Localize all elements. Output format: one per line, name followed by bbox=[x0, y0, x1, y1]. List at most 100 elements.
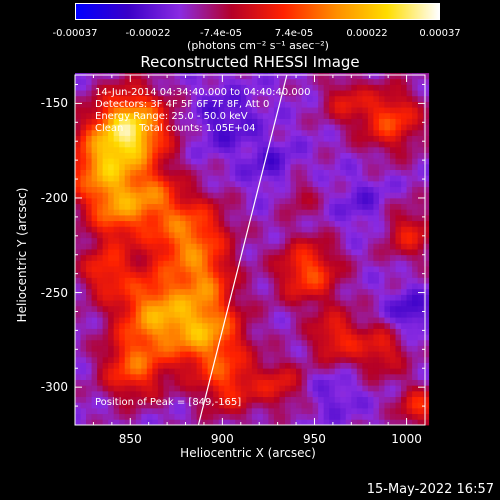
heatmap-cell bbox=[307, 322, 314, 329]
heatmap-cell bbox=[119, 407, 126, 415]
heatmap-cell bbox=[312, 124, 319, 131]
heatmap-cell bbox=[345, 175, 352, 182]
heatmap-cell bbox=[356, 73, 363, 80]
heatmap-cell bbox=[423, 419, 430, 426]
heatmap-cell bbox=[86, 232, 92, 239]
heatmap-cell bbox=[124, 243, 131, 250]
heatmap-cell bbox=[406, 186, 413, 193]
heatmap-cell bbox=[378, 141, 385, 148]
heatmap-cell bbox=[218, 226, 225, 233]
heatmap-cell bbox=[168, 141, 175, 148]
heatmap-cell bbox=[246, 146, 253, 153]
heatmap-cell bbox=[102, 90, 109, 97]
heatmap-cell bbox=[279, 186, 286, 193]
heatmap-cell bbox=[108, 311, 115, 318]
heatmap-cell bbox=[423, 95, 430, 102]
heatmap-cell bbox=[323, 368, 330, 375]
heatmap-cell bbox=[285, 271, 291, 278]
heatmap-cell bbox=[362, 220, 369, 227]
heatmap-cell bbox=[146, 390, 153, 398]
heatmap-cell bbox=[390, 215, 396, 222]
heatmap-cell bbox=[312, 266, 319, 273]
heatmap-cell bbox=[246, 260, 253, 267]
heatmap-cell bbox=[307, 101, 314, 108]
heatmap-cell bbox=[307, 351, 314, 358]
heatmap-cell bbox=[86, 283, 92, 290]
heatmap-cell bbox=[351, 124, 358, 131]
heatmap-cell bbox=[130, 351, 137, 358]
heatmap-cell bbox=[108, 379, 115, 386]
heatmap-cell bbox=[296, 90, 302, 97]
heatmap-cell bbox=[262, 163, 269, 170]
heatmap-cell bbox=[362, 129, 369, 136]
heatmap-cell bbox=[240, 95, 247, 102]
heatmap-cell bbox=[329, 356, 336, 363]
heatmap-cell bbox=[130, 260, 137, 267]
heatmap-cell bbox=[80, 300, 87, 307]
heatmap-cell bbox=[356, 385, 363, 392]
heatmap-cell bbox=[401, 328, 407, 335]
heatmap-cell bbox=[323, 390, 330, 398]
heatmap-cell bbox=[290, 351, 297, 358]
heatmap-cell bbox=[417, 73, 424, 80]
heatmap-cell bbox=[229, 152, 236, 159]
heatmap-cell bbox=[301, 203, 308, 210]
heatmap-cell bbox=[113, 197, 120, 205]
heatmap-cell bbox=[356, 390, 363, 398]
heatmap-cell bbox=[80, 163, 87, 170]
heatmap-cell bbox=[268, 186, 275, 193]
heatmap-cell bbox=[97, 379, 104, 386]
heatmap-cell bbox=[417, 152, 424, 159]
heatmap-cell bbox=[395, 78, 402, 85]
heatmap-cell bbox=[334, 197, 341, 205]
heatmap-cell bbox=[412, 129, 419, 136]
heatmap-cell bbox=[262, 288, 269, 295]
heatmap-cell bbox=[168, 271, 175, 278]
heatmap-cell bbox=[163, 84, 170, 91]
heatmap-cell bbox=[102, 362, 109, 369]
heatmap-cell bbox=[285, 260, 291, 267]
heatmap-cell bbox=[290, 186, 297, 193]
heatmap-cell bbox=[191, 317, 197, 324]
heatmap-cell bbox=[262, 266, 269, 273]
heatmap-cell bbox=[86, 175, 92, 182]
heatmap-cell bbox=[384, 226, 391, 233]
heatmap-cell bbox=[163, 180, 170, 188]
heatmap-cell bbox=[401, 283, 407, 290]
heatmap-cell bbox=[202, 271, 209, 278]
heatmap-cell bbox=[401, 385, 407, 392]
heatmap-cell bbox=[312, 186, 319, 193]
heatmap-cell bbox=[301, 197, 308, 205]
heatmap-cell bbox=[307, 402, 314, 409]
heatmap-cell bbox=[340, 129, 347, 136]
heatmap-cell bbox=[412, 203, 419, 210]
heatmap-cell bbox=[323, 197, 330, 205]
heatmap-cell bbox=[207, 175, 214, 182]
heatmap-cell bbox=[108, 402, 115, 409]
heatmap-cell bbox=[86, 209, 92, 216]
heatmap-cell bbox=[180, 368, 186, 375]
heatmap-cell bbox=[378, 373, 385, 380]
heatmap-cell bbox=[75, 152, 81, 159]
heatmap-cell bbox=[345, 163, 352, 170]
heatmap-cell bbox=[395, 73, 402, 80]
heatmap-cell bbox=[202, 215, 209, 222]
heatmap-cell bbox=[163, 283, 170, 290]
heatmap-cell bbox=[174, 141, 181, 148]
heatmap-cell bbox=[279, 215, 286, 222]
heatmap-cell bbox=[273, 78, 280, 85]
heatmap-cell bbox=[135, 413, 142, 420]
heatmap-cell bbox=[301, 283, 308, 290]
heatmap-cell bbox=[334, 226, 341, 233]
heatmap-cell bbox=[235, 260, 242, 267]
heatmap-cell bbox=[401, 334, 407, 341]
heatmap-cell bbox=[301, 385, 308, 392]
heatmap-cell bbox=[318, 209, 325, 216]
heatmap-cell bbox=[340, 112, 347, 119]
heatmap-cell bbox=[318, 300, 325, 307]
heatmap-cell bbox=[351, 163, 358, 170]
heatmap-cell bbox=[152, 260, 159, 267]
heatmap-cell bbox=[75, 141, 81, 148]
heatmap-cell bbox=[80, 288, 87, 295]
heatmap-cell bbox=[135, 84, 142, 91]
